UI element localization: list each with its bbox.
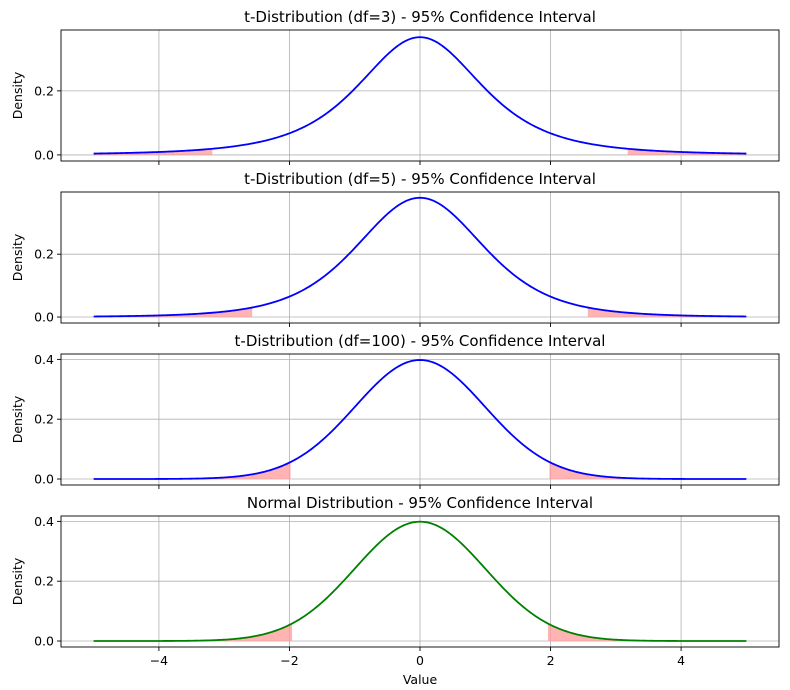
x-tick-label: −2: [280, 653, 298, 668]
x-tick-label: −4: [150, 653, 168, 668]
y-tick-label: 0.0: [34, 147, 54, 162]
x-tick-label: 2: [547, 653, 555, 668]
y-tick-label: 0.0: [34, 472, 54, 487]
left-tail-shade: [93, 623, 293, 642]
x-axis-label: Value: [403, 672, 438, 687]
x-tick-label: 4: [677, 653, 685, 668]
subplot-3: 0.0 0.2 0.4 Density t-Distribution (df=100) …: [10, 332, 780, 489]
subplot-4: −4 −2 0 2 4 0.0 0.2 0.4 Density Normal Distributi…: [10, 494, 780, 687]
subplot-title: t-Distribution (df=100) - 95% Confidence…: [235, 332, 606, 350]
y-tick-label: 0.0: [34, 634, 54, 649]
left-tail-shade: [93, 462, 291, 480]
y-tick-label: 0.2: [34, 83, 54, 98]
y-tick-label: 0.2: [34, 574, 54, 589]
y-axis-label: Density: [10, 71, 25, 119]
y-tick-label: 0.2: [34, 247, 54, 262]
subplot-2: 0.0 0.2 Density t-Distribution (df=5) - 95%…: [10, 170, 780, 327]
density-curve: [93, 196, 747, 318]
right-tail-shade: [549, 462, 747, 480]
density-curve: [93, 359, 747, 480]
right-tail-shade: [587, 307, 747, 318]
density-curve: [93, 520, 747, 642]
density-curve: [93, 36, 747, 155]
x-tick-label: 0: [416, 653, 424, 668]
subplot-1: 0.0 0.2 Density t-Distribution (df=3) - 95%…: [10, 8, 780, 165]
y-axis-label: Density: [10, 233, 25, 281]
y-tick-label: 0.0: [34, 310, 54, 325]
right-tail-shade: [547, 623, 747, 642]
y-tick-label: 0.4: [34, 514, 54, 529]
subplot-title: Normal Distribution - 95% Confidence Int…: [247, 494, 593, 512]
y-tick-label: 0.2: [34, 412, 54, 427]
y-axis-label: Density: [10, 395, 25, 443]
left-tail-shade: [93, 307, 253, 318]
y-tick-label: 0.4: [34, 352, 54, 367]
y-axis-label: Density: [10, 557, 25, 605]
subplot-title: t-Distribution (df=3) - 95% Confidence I…: [244, 8, 596, 26]
subplot-title: t-Distribution (df=5) - 95% Confidence I…: [244, 170, 596, 188]
